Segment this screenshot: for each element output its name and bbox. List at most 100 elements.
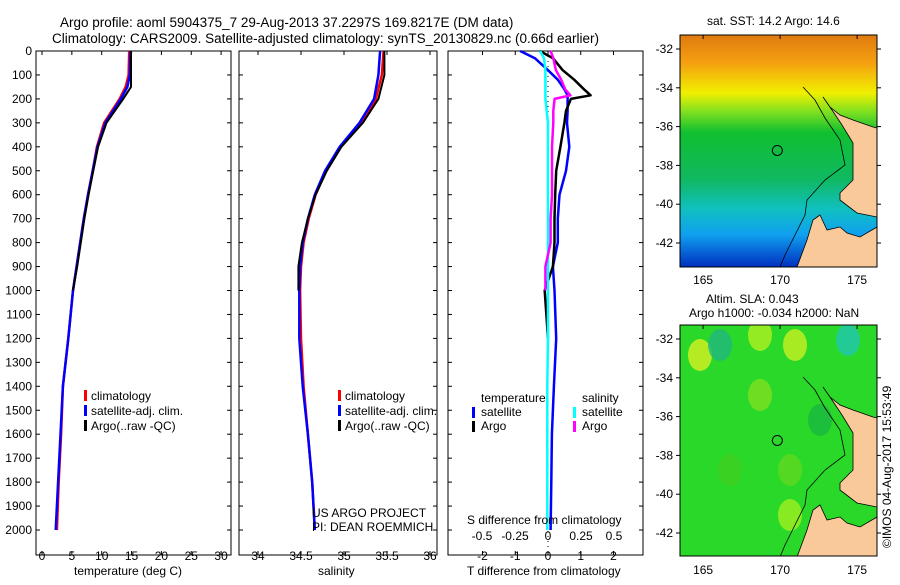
depth-tick-label: 1500 [5, 403, 32, 417]
legend-temperature-title: temperature [481, 391, 546, 405]
longitude-tick-label: 170 [770, 563, 790, 577]
legend-swatch-t-argo [472, 421, 475, 432]
difference-line-temperature-argo [539, 49, 592, 339]
t-diff-tick-label: -1 [510, 549, 521, 563]
legend-climatology: climatology [91, 389, 151, 403]
pi-annotation: PI: DEAN ROEMMICH [312, 520, 433, 534]
depth-tick-label: 1200 [5, 331, 32, 345]
argo-float-marker [771, 144, 783, 156]
sla-anomaly-patch [783, 329, 807, 361]
latitude-tick-label: -38 [656, 158, 674, 172]
figure-title-line2: Climatology: CARS2009. Satellite-adjuste… [52, 31, 599, 46]
argo-float-marker [771, 434, 783, 446]
legend-t-argo: Argo [481, 419, 507, 433]
difference-legend: temperature satellite Argo salinity sate… [472, 391, 623, 433]
depth-tick-label: 1300 [5, 355, 32, 369]
legend-swatch-s-argo [573, 421, 576, 432]
sla-anomaly-patch [778, 499, 802, 531]
temperature-tick-label: 10 [95, 549, 109, 563]
legend-swatch-t-satellite [472, 407, 475, 418]
sla-map-frame [679, 324, 878, 557]
latitude-tick-label: -38 [656, 448, 674, 462]
longitude-tick-label: 170 [770, 273, 790, 287]
t-diff-axis-label: T difference from climatology [467, 564, 621, 578]
latitude-tick-label: -32 [656, 332, 674, 346]
sst-map-title: sat. SST: 14.2 Argo: 14.6 [707, 14, 840, 28]
longitude-tick-label: 175 [847, 563, 867, 577]
legend-swatch-argo [338, 420, 341, 431]
legend-satellite: satellite-adj. clim. [91, 404, 183, 418]
sla-anomaly-patch [718, 454, 742, 486]
depth-tick-label: 300 [12, 116, 32, 130]
sla-anomaly-patch [748, 379, 772, 411]
depth-tick-label: 1600 [5, 427, 32, 441]
temperature-tick-label: 30 [214, 549, 228, 563]
latitude-tick-label: -32 [656, 42, 674, 56]
salinity-tick-label: 36 [423, 549, 437, 563]
north-island-land [822, 96, 877, 218]
temperature-tick-label: 25 [185, 549, 199, 563]
temperature-tick-label: 0 [39, 549, 46, 563]
legend-swatch-climatology [338, 390, 341, 401]
sla-anomaly-patch [836, 325, 860, 356]
legend-s-satellite: satellite [582, 405, 623, 419]
sla-map-title-line1: Altim. SLA: 0.043 [706, 292, 799, 306]
longitude-tick-label: 165 [693, 563, 713, 577]
depth-tick-label: 100 [12, 68, 32, 82]
depth-tick-label: 0 [25, 44, 32, 58]
temperature-tick-label: 20 [155, 549, 169, 563]
legend-salinity-title: salinity [582, 391, 619, 405]
north-island-land [822, 386, 877, 508]
salinity-line-satellite-adj-clim- [298, 50, 382, 531]
depth-tick-label: 1900 [5, 499, 32, 513]
depth-tick-label: 900 [12, 260, 32, 274]
project-annotation: US ARGO PROJECT [312, 506, 427, 520]
difference-plot-frame [447, 50, 644, 556]
legend-argo: Argo(..raw -QC) [345, 419, 430, 433]
latitude-tick-label: -40 [656, 197, 674, 211]
south-island-land [796, 214, 877, 267]
legend-satellite: satellite-adj. clim. [345, 404, 437, 418]
bathymetry-contour [779, 376, 846, 556]
temperature-legend: climatology satellite-adj. clim. Argo(..… [84, 389, 183, 433]
salinity-tick-label: 35 [337, 549, 351, 563]
temperature-plot-frame [35, 50, 232, 556]
depth-tick-label: 600 [12, 188, 32, 202]
latitude-tick-label: -34 [656, 371, 674, 385]
depth-tick-label: 700 [12, 212, 32, 226]
s-diff-tick-label: 0.5 [606, 529, 623, 543]
s-diff-axis-label: S difference from climatology [467, 513, 622, 527]
t-diff-tick-label: -2 [477, 549, 488, 563]
salinity-legend: climatology satellite-adj. clim. Argo(..… [338, 389, 437, 433]
difference-line-salinity-argo [544, 50, 572, 291]
legend-swatch-climatology [84, 390, 87, 401]
temperature-line-argo-raw-qc- [72, 51, 132, 291]
latitude-tick-label: -40 [656, 487, 674, 501]
depth-tick-label: 200 [12, 92, 32, 106]
sst-map [680, 35, 877, 267]
s-diff-tick-label: -0.25 [501, 529, 529, 543]
sst-field [680, 35, 877, 267]
legend-s-argo: Argo [582, 419, 608, 433]
legend-swatch-satellite [338, 405, 341, 416]
t-diff-tick-label: 2 [610, 549, 617, 563]
sla-map-title-line2: Argo h1000: -0.034 h2000: NaN [689, 306, 859, 320]
sla-map [680, 325, 877, 556]
legend-argo: Argo(..raw -QC) [91, 419, 176, 433]
depth-tick-label: 1000 [5, 284, 32, 298]
latitude-tick-label: -36 [656, 410, 674, 424]
latitude-tick-label: -42 [656, 526, 674, 540]
depth-tick-label: 800 [12, 236, 32, 250]
depth-tick-label: 1700 [5, 451, 32, 465]
sla-anomaly-patch [778, 454, 802, 486]
depth-tick-label: 1100 [6, 307, 32, 321]
temperature-tick-label: 5 [69, 549, 76, 563]
legend-climatology: climatology [345, 389, 405, 403]
salinity-tick-label: 34.5 [289, 549, 313, 563]
salinity-axis-label: salinity [318, 564, 355, 578]
longitude-tick-label: 165 [693, 273, 713, 287]
t-diff-tick-label: 1 [577, 549, 584, 563]
temperature-line-satellite-adj-clim- [54, 50, 132, 531]
salinity-tick-label: 35.5 [375, 549, 399, 563]
